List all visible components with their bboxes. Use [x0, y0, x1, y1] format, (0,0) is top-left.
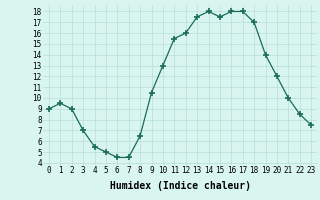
X-axis label: Humidex (Indice chaleur): Humidex (Indice chaleur) — [109, 181, 251, 191]
